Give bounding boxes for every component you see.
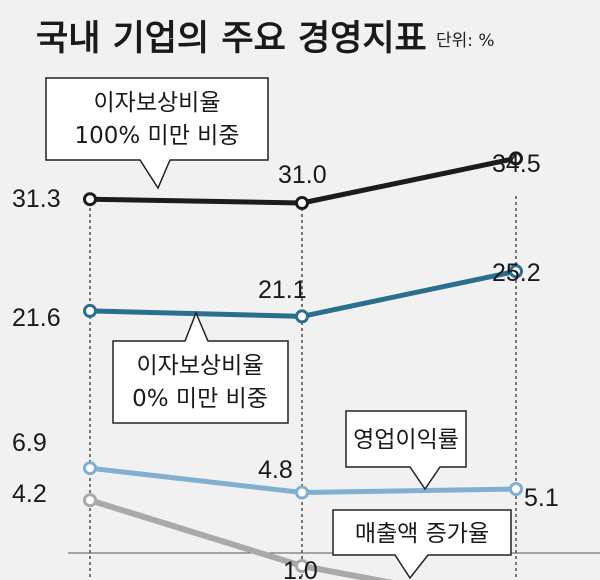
- series-3-point-2: [295, 485, 309, 500]
- series-3-point-1: [83, 461, 97, 476]
- callout-box: [345, 410, 467, 491]
- series-1-value-3: 34.5: [492, 150, 541, 178]
- series-3-value-1: 6.9: [12, 429, 47, 457]
- callout-box: [332, 509, 512, 580]
- callout-label-line-2: 100% 미만 비중: [74, 123, 239, 149]
- series-2-value-3: 25.2: [492, 259, 541, 287]
- value-labels: 31.3 31.0 34.5 21.6 21.1 25.2 6.9 4.8 5.1 4.2 1.0: [12, 150, 559, 580]
- series-lines: [83, 151, 523, 580]
- series-1-point-2: [295, 196, 309, 210]
- series-1-point-3: [509, 151, 523, 166]
- series-3-value-2: 4.8: [258, 456, 293, 484]
- series-4-point-2: [295, 559, 309, 573]
- unit-label: 단위: %: [436, 31, 495, 51]
- callout-box: [45, 77, 269, 190]
- callout-1: 이자보상비율 100% 미만 비중: [45, 77, 269, 190]
- series-4-point-1: [83, 493, 97, 508]
- callout-label-line-2: 0% 미만 비중: [132, 386, 268, 412]
- callout-box: [112, 311, 289, 424]
- series-4-value-2: 1.0: [283, 557, 318, 580]
- series-4-value-1: 4.2: [12, 480, 47, 508]
- series-1-value-2: 31.0: [278, 161, 327, 189]
- callout-3: 영업이익률: [345, 410, 467, 491]
- series-2-value-2: 21.1: [258, 276, 307, 304]
- series-2-point-3: [509, 264, 523, 279]
- series-2-point-2: [295, 309, 309, 324]
- callout-label-line-1: 이자보상비율: [137, 353, 264, 379]
- callout-label-line-1: 이자보상비율: [94, 90, 221, 116]
- callout-label-line-1: 영업이익률: [353, 427, 459, 453]
- series-1-point-1: [83, 192, 97, 207]
- series-1-value-1: 31.3: [12, 185, 61, 213]
- callout-4: 매출액 증가율: [332, 509, 512, 580]
- series-3-value-3: 5.1: [524, 484, 559, 512]
- series-2-value-1: 21.6: [12, 304, 61, 332]
- chart-title: 국내 기업의 주요 경영지표: [36, 19, 427, 59]
- series-3-point-3: [509, 482, 523, 496]
- callout-2: 이자보상비율 0% 미만 비중: [112, 311, 289, 424]
- series-2-point-1: [83, 303, 97, 318]
- callout-label-line-1: 매출액 증가율: [355, 521, 489, 547]
